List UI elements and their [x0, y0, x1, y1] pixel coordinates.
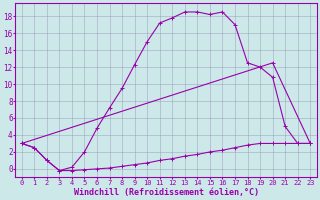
- X-axis label: Windchill (Refroidissement éolien,°C): Windchill (Refroidissement éolien,°C): [74, 188, 259, 197]
